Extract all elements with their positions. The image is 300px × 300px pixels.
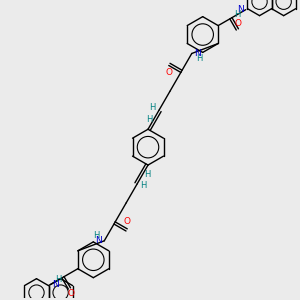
- Text: O: O: [165, 68, 172, 77]
- Text: H: H: [150, 103, 156, 112]
- Text: H: H: [235, 10, 241, 19]
- Text: N: N: [237, 5, 244, 14]
- Text: H: H: [140, 182, 146, 190]
- Text: H: H: [144, 170, 150, 179]
- Text: H: H: [93, 231, 100, 240]
- Text: N: N: [95, 236, 102, 245]
- Text: O: O: [235, 19, 242, 28]
- Text: O: O: [67, 289, 74, 298]
- Text: O: O: [124, 217, 131, 226]
- Text: H: H: [146, 115, 152, 124]
- Text: N: N: [194, 49, 200, 58]
- Text: H: H: [196, 54, 203, 63]
- Text: N: N: [52, 280, 59, 289]
- Text: H: H: [55, 275, 62, 284]
